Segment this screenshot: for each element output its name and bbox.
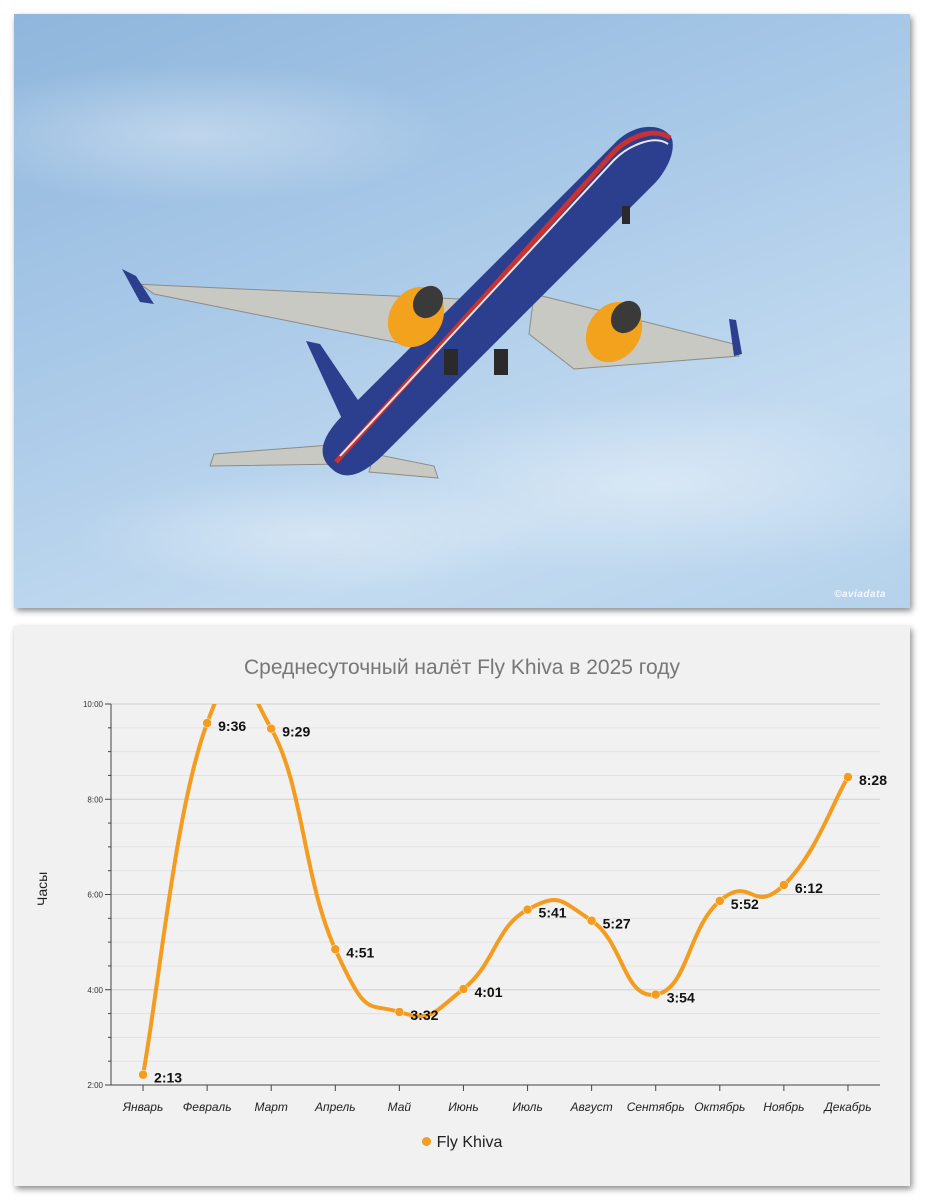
data-label: 8:28	[859, 772, 887, 788]
x-tick-label: Сентябрь	[627, 1100, 685, 1114]
data-point	[330, 944, 341, 955]
chart-title: Среднесуточный налёт Fly Khiva в 2025 го…	[244, 656, 680, 679]
watermark-text: ©aviadata	[834, 589, 886, 600]
y-tick-label: 4:00	[87, 986, 103, 995]
y-tick-label: 10:00	[83, 700, 104, 709]
airplane-photo: ©aviadata	[14, 14, 910, 608]
series-line-fly-khiva	[141, 704, 850, 1077]
x-tick-label: Август	[570, 1100, 613, 1114]
x-tick-label: Март	[254, 1100, 287, 1114]
data-point	[522, 904, 533, 915]
x-tick-label: Апрель	[314, 1100, 356, 1114]
data-label: 9:29	[282, 724, 310, 740]
legend-marker	[421, 1137, 431, 1147]
x-tick-label: Январь	[122, 1100, 163, 1114]
data-point	[202, 718, 212, 728]
data-point	[138, 1069, 148, 1080]
data-label: 5:27	[603, 916, 631, 932]
x-tick-label: Ноябрь	[763, 1100, 804, 1114]
data-label: 5:41	[539, 905, 567, 921]
data-label: 9:36	[218, 718, 246, 734]
y-tick-label: 6:00	[87, 891, 103, 900]
data-point	[586, 915, 597, 926]
y-tick-label: 8:00	[87, 795, 103, 804]
data-label: 3:32	[410, 1007, 438, 1023]
chart-panel: Среднесуточный налёт Fly Khiva в 2025 го…	[14, 626, 910, 1186]
y-tick-label: 2:00	[87, 1081, 103, 1090]
data-point	[715, 896, 725, 906]
legend-label: Fly Khiva	[436, 1134, 503, 1151]
x-tick-label: Октябрь	[694, 1100, 745, 1114]
x-tick-label: Июль	[512, 1100, 542, 1114]
data-point	[843, 772, 853, 782]
line-chart: 2:00 4:00 6:00 8:00 10:00 Январь Февраль Март Ап…	[83, 700, 887, 1114]
data-point	[650, 989, 661, 1000]
data-point	[394, 1007, 405, 1017]
data-label: 3:54	[667, 990, 695, 1006]
data-label: 4:01	[474, 984, 502, 1000]
x-tick-label: Декабрь	[822, 1100, 871, 1114]
x-tick-label: Февраль	[183, 1100, 232, 1114]
airplane-illustration	[14, 64, 910, 594]
data-point	[458, 984, 469, 994]
data-point	[266, 723, 276, 734]
data-label: 6:12	[795, 880, 823, 896]
x-tick-label: Май	[388, 1100, 412, 1114]
data-point	[779, 880, 789, 890]
data-label: 5:52	[731, 896, 759, 912]
chart-legend[interactable]: Fly Khiva	[14, 1134, 910, 1152]
data-label: 2:13	[154, 1070, 182, 1086]
x-tick-label: Июнь	[448, 1100, 479, 1114]
data-label: 4:51	[346, 944, 374, 960]
